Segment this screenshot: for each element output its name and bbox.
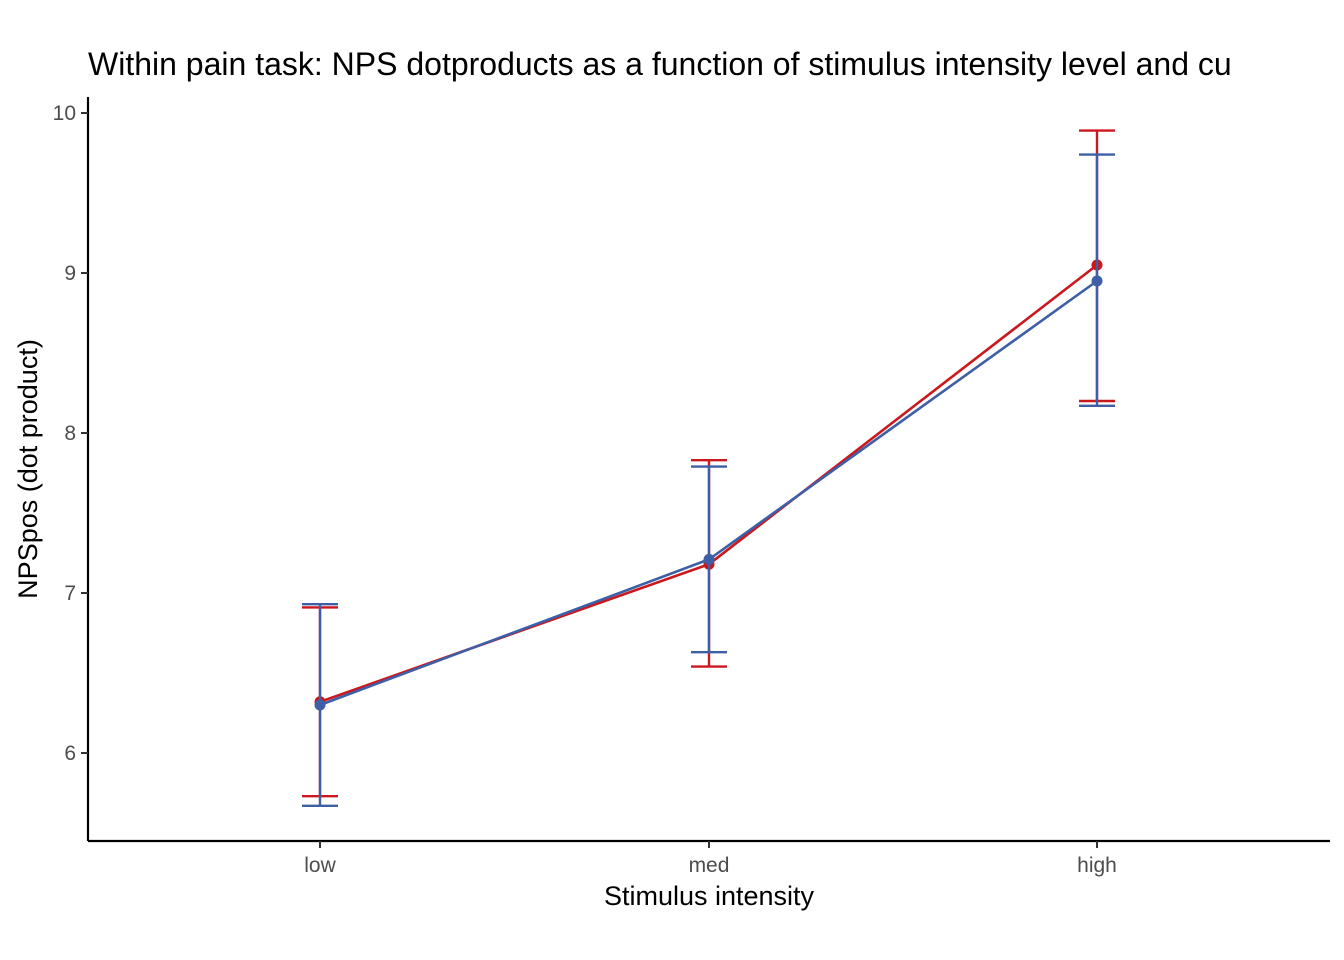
- y-axis-title: NPSpos (dot product): [13, 339, 43, 599]
- y-tick-label: 10: [53, 102, 76, 125]
- data-point: [703, 553, 715, 565]
- plot-area: [302, 129, 1115, 807]
- y-tick-label: 8: [64, 422, 76, 445]
- y-axis-ticks: 6 7 8 9 10: [53, 102, 88, 765]
- series-1: [302, 129, 1115, 798]
- chart-title: Within pain task: NPS dotproducts as a f…: [88, 46, 1232, 82]
- x-tick-label: low: [304, 854, 336, 877]
- y-tick-label: 9: [64, 262, 76, 285]
- data-point: [1091, 275, 1103, 287]
- data-point: [314, 699, 326, 711]
- x-tick-label: high: [1077, 854, 1117, 877]
- x-axis-title: Stimulus intensity: [604, 881, 815, 911]
- series-2: [302, 153, 1115, 807]
- x-axis-ticks: low med high: [304, 841, 1117, 877]
- y-tick-label: 6: [64, 742, 76, 765]
- y-tick-label: 7: [64, 582, 76, 605]
- x-tick-label: med: [689, 854, 730, 877]
